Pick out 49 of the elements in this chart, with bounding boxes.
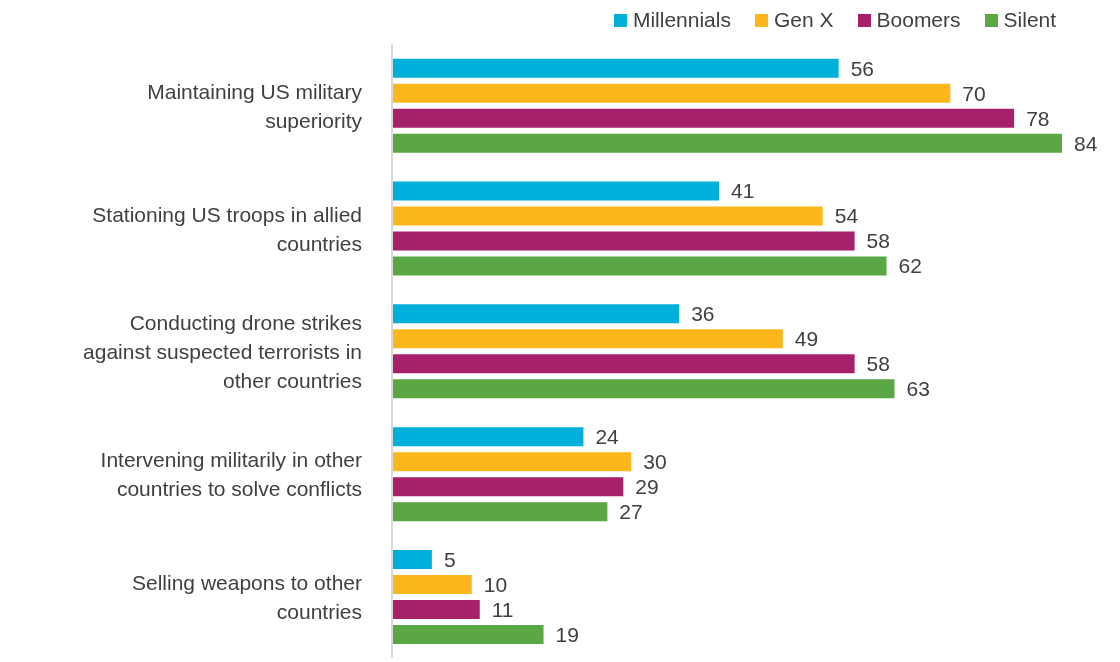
data-label: 84 xyxy=(1074,131,1098,155)
bar xyxy=(392,452,632,472)
data-label: 78 xyxy=(1026,106,1050,130)
bar xyxy=(392,354,855,374)
bar xyxy=(392,379,895,399)
data-label: 29 xyxy=(635,475,659,499)
bar xyxy=(392,83,951,103)
bar xyxy=(392,477,624,497)
legend-label: Gen X xyxy=(772,8,834,32)
data-label: 70 xyxy=(962,81,986,105)
y-tick-label: Conducting drone strikes against suspected terrorists in other countries xyxy=(83,310,362,392)
y-tick-label: Maintaining US military superiority xyxy=(147,79,363,132)
data-label: 10 xyxy=(483,572,508,596)
data-label: 41 xyxy=(731,179,755,203)
data-label: 49 xyxy=(794,327,819,351)
legend-label: Silent xyxy=(1002,8,1057,32)
bar xyxy=(392,58,839,78)
data-label: 62 xyxy=(898,254,922,278)
bar xyxy=(392,181,720,201)
data-label: 24 xyxy=(595,425,620,449)
y-tick-label: Selling weapons to other countries xyxy=(132,570,362,623)
bar xyxy=(392,549,432,569)
data-label: 36 xyxy=(691,302,715,326)
data-label: 58 xyxy=(866,352,890,376)
bar xyxy=(392,427,584,447)
data-label: 5 xyxy=(443,547,456,571)
data-label: 56 xyxy=(850,56,875,80)
bar xyxy=(392,256,887,276)
bar xyxy=(392,304,680,324)
bar xyxy=(392,624,544,644)
bar xyxy=(392,206,823,226)
data-label: 11 xyxy=(491,597,514,621)
data-label: 27 xyxy=(619,500,643,524)
bar xyxy=(392,133,1062,153)
data-label: 19 xyxy=(555,622,579,646)
bar xyxy=(392,108,1015,128)
y-tick-label: Intervening militarily in other countries to solve conflicts xyxy=(100,447,362,500)
bar xyxy=(392,231,855,251)
bar xyxy=(392,599,480,619)
data-label: 63 xyxy=(906,377,930,401)
y-tick-label: Stationing US troops in allied countries xyxy=(92,202,362,255)
bar xyxy=(392,574,472,594)
data-label: 30 xyxy=(643,450,667,474)
data-label: 58 xyxy=(866,229,890,253)
bar xyxy=(392,502,608,522)
legend-label: Millennials xyxy=(631,8,731,32)
data-label: 54 xyxy=(834,204,859,228)
bar xyxy=(392,329,783,349)
legend-label: Boomers xyxy=(875,8,961,32)
